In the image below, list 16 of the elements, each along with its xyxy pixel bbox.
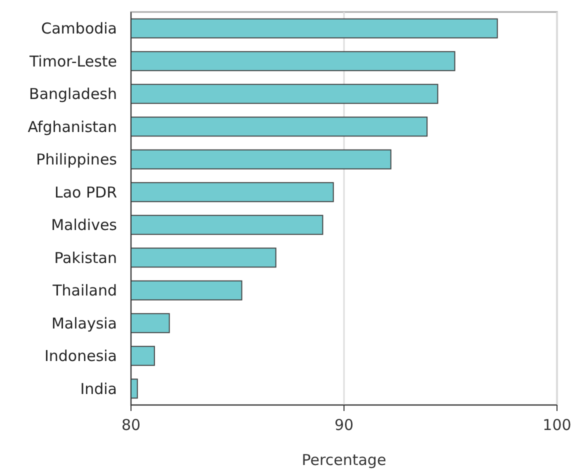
y-tick-label: Afghanistan xyxy=(28,118,117,136)
x-tick-label: 90 xyxy=(334,416,354,434)
x-axis-title: Percentage xyxy=(302,451,386,469)
y-tick-label: Pakistan xyxy=(54,248,117,267)
y-tick-label: Bangladesh xyxy=(29,85,117,104)
x-tick-label: 80 xyxy=(121,416,141,434)
y-tick-label: Lao PDR xyxy=(54,183,117,202)
y-tick-label: India xyxy=(80,380,117,398)
y-tick-label: Maldives xyxy=(51,216,118,234)
y-tick-label: Timor-Leste xyxy=(28,52,117,70)
y-tick-label: Thailand xyxy=(52,282,117,300)
x-tick-label: 100 xyxy=(542,416,572,434)
y-tick-label: Philippines xyxy=(36,150,118,169)
y-tick-label: Malaysia xyxy=(51,314,117,332)
y-tick-label: Indonesia xyxy=(44,347,117,366)
y-tick-label: Cambodia xyxy=(41,20,117,38)
